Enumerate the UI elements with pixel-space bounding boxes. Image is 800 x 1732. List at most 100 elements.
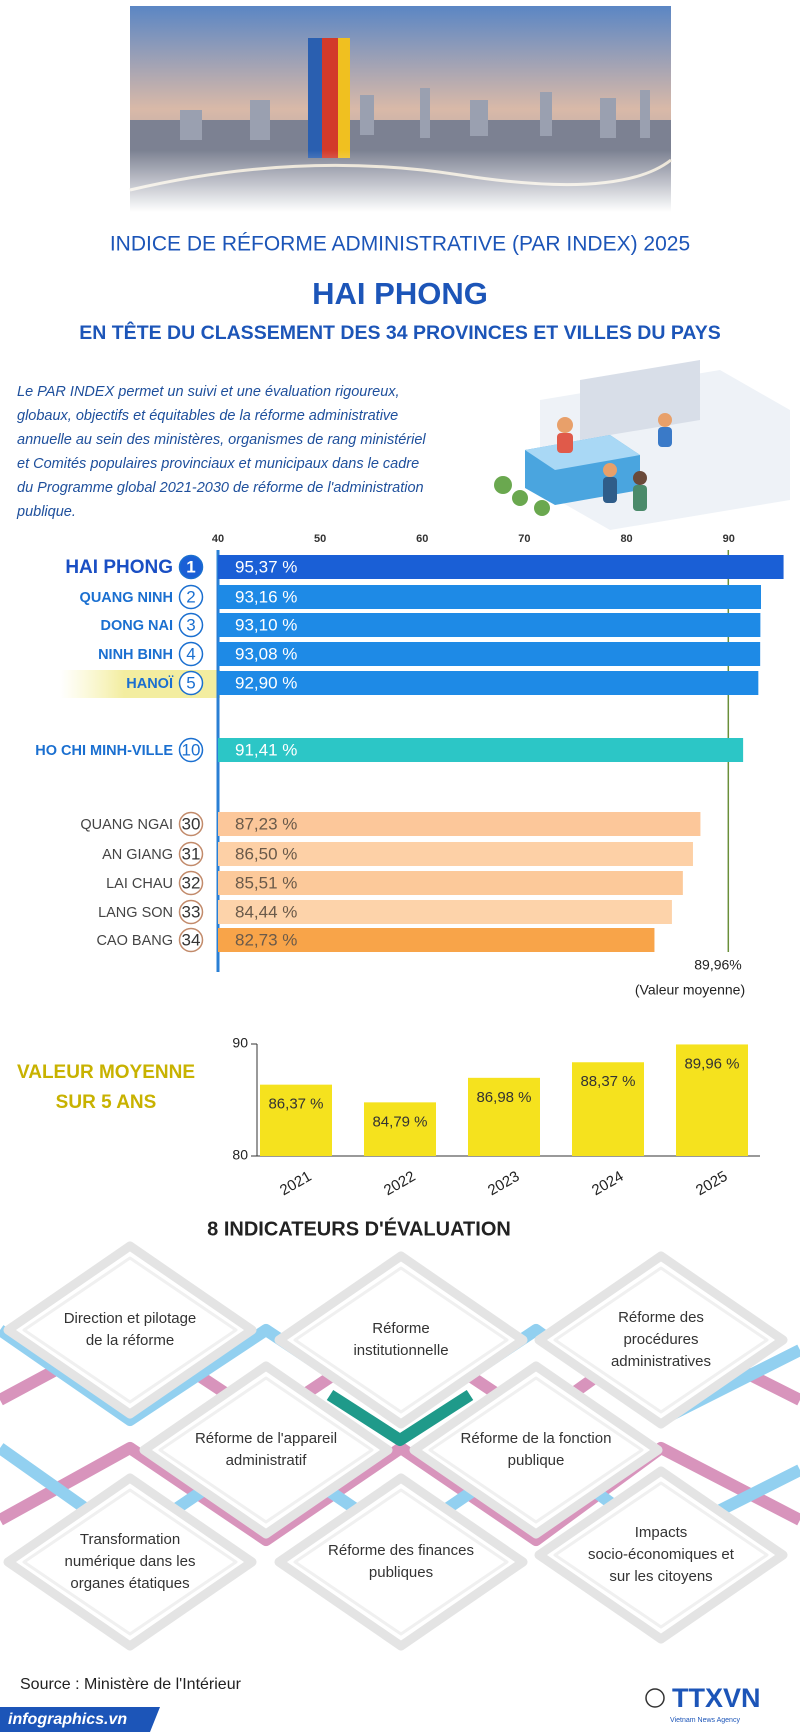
indicator-label: Transformation <box>80 1531 180 1548</box>
value-label: 87,23 % <box>235 814 297 833</box>
value-label: 84,79 % <box>372 1113 427 1130</box>
rank-label: 33 <box>182 902 201 921</box>
indicator-diamond-inner <box>428 1376 644 1524</box>
x-tick-label: 2022 <box>381 1168 418 1199</box>
category-label: HANOÏ <box>126 675 174 692</box>
indicator-label: Réforme de l'appareil <box>195 1430 337 1447</box>
value-label: 93,16 % <box>235 587 297 606</box>
indicator-label: publique <box>508 1452 565 1469</box>
source: Source : Ministère de l'Intérieur <box>20 1676 242 1693</box>
indicator-label: administratif <box>226 1452 308 1469</box>
intro-line: publique. <box>16 504 76 520</box>
title: INDICE DE RÉFORME ADMINISTRATIVE (PAR IN… <box>110 233 690 256</box>
bar <box>572 1062 644 1156</box>
indicator-label: Réforme <box>372 1320 430 1337</box>
y-tick-label: 80 <box>232 1147 248 1163</box>
value-label: 82,73 % <box>235 930 297 949</box>
value-label: 85,51 % <box>235 873 297 892</box>
category-label: CAO BANG <box>96 933 173 949</box>
indicator-diamond <box>274 1251 528 1429</box>
rank-badge <box>178 641 204 667</box>
value-label: 92,90 % <box>235 673 297 692</box>
indicator-diamond-inner <box>293 1488 509 1636</box>
rank-badge <box>178 737 204 763</box>
rank-label: 32 <box>182 873 201 892</box>
intro-line: Le PAR INDEX permet un suivi et une éval… <box>17 384 400 400</box>
bar <box>260 1084 332 1156</box>
value-label: 91,41 % <box>235 740 297 759</box>
indicator-diamond-inner <box>553 1266 769 1414</box>
intro-line: et Comités populaires provinciaux et mun… <box>17 456 419 472</box>
indicator-label: numérique dans les <box>65 1553 196 1570</box>
x-tick-label: 60 <box>416 533 428 545</box>
rank-label: 30 <box>182 814 201 833</box>
indicator-label: procédures <box>623 1331 698 1348</box>
indicator-label: organes étatiques <box>70 1575 189 1592</box>
indicator-diamond-inner <box>22 1256 238 1404</box>
bar <box>218 900 672 924</box>
bar <box>468 1077 540 1156</box>
indicator-label: socio-économiques et <box>588 1546 735 1563</box>
x-tick-label: 2024 <box>589 1168 626 1199</box>
category-label: HAI PHONG <box>65 557 173 578</box>
indicator-label: Impacts <box>635 1524 688 1541</box>
indicator-label: sur les citoyens <box>609 1568 712 1585</box>
category-label: QUANG NINH <box>80 590 173 606</box>
indicator-diamond-inner <box>293 1266 509 1414</box>
rank-badge <box>178 554 204 580</box>
x-tick-label: 2021 <box>277 1168 314 1199</box>
value-label: 88,37 % <box>580 1073 635 1090</box>
rank-label: 1 <box>186 557 195 576</box>
headline: HAI PHONG <box>312 276 488 311</box>
intro-line: du Programme global 2021-2030 de réforme… <box>17 480 424 496</box>
rank-label: 10 <box>182 740 201 759</box>
category-label: HO CHI MINH-VILLE <box>35 743 173 759</box>
x-tick-label: 2025 <box>693 1168 730 1199</box>
rank-label: 5 <box>186 673 195 692</box>
header-photo <box>129 6 672 212</box>
bar <box>676 1044 748 1156</box>
indicator-label: publiques <box>369 1564 433 1581</box>
copyright-icon <box>645 1688 665 1708</box>
category-label: QUANG NGAI <box>80 817 173 833</box>
bar <box>218 671 759 695</box>
value-label: 89,96 % <box>684 1055 739 1072</box>
rank-badge <box>178 670 204 696</box>
indicator-diamond <box>3 1473 257 1651</box>
indicator-diamond-inner <box>158 1376 374 1524</box>
rank-label: 2 <box>186 587 195 606</box>
rank-badge <box>178 841 204 867</box>
bar <box>218 585 761 609</box>
indicator-label: institutionnelle <box>353 1342 448 1359</box>
rank-badge <box>178 811 204 837</box>
rank-label: 34 <box>182 930 201 949</box>
x-tick-label: 80 <box>620 533 632 545</box>
value-label: 95,37 % <box>235 557 297 576</box>
indicator-label: Réforme des finances <box>328 1542 474 1559</box>
bar <box>218 738 744 762</box>
indicator-diamond <box>3 1241 257 1419</box>
office-illustration <box>494 360 790 530</box>
reference-note: (Valeur moyenne) <box>635 982 745 998</box>
intro-line: annuelle au sein des ministères, organis… <box>17 432 426 448</box>
indicator-diamond-inner <box>22 1488 238 1636</box>
value-label: 86,50 % <box>235 844 297 863</box>
bar <box>218 928 655 952</box>
footer-site: infographics.vn <box>8 1711 127 1728</box>
reference-label: 89,96% <box>694 957 741 973</box>
x-tick-label: 70 <box>518 533 530 545</box>
bar <box>218 613 761 637</box>
value-label: 86,98 % <box>476 1089 531 1106</box>
indicator-diamond <box>274 1473 528 1651</box>
bar <box>218 642 761 666</box>
y-tick-label: 90 <box>232 1035 248 1051</box>
x-tick-label: 40 <box>212 533 224 545</box>
rank-badge <box>178 899 204 925</box>
chart-title: VALEUR MOYENNE <box>17 1062 195 1083</box>
category-label: LANG SON <box>98 905 173 921</box>
agency-note: Vietnam News Agency <box>670 1717 740 1724</box>
connector-line <box>326 1389 474 1446</box>
indicator-diamond <box>409 1361 663 1539</box>
rank-label: 3 <box>186 615 195 634</box>
rank-label: 4 <box>186 644 195 663</box>
